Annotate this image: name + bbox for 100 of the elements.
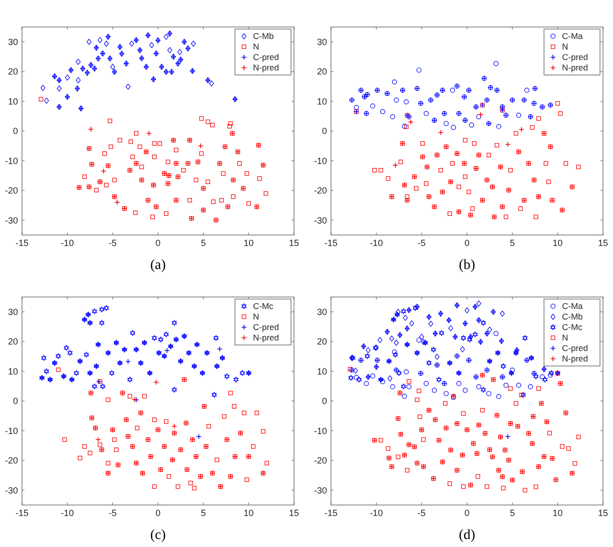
point bbox=[122, 206, 128, 212]
x-tick-label: -15 bbox=[15, 238, 29, 248]
point bbox=[436, 437, 442, 444]
x-tick-label: -5 bbox=[108, 508, 117, 518]
point bbox=[228, 474, 234, 480]
point bbox=[392, 79, 397, 84]
point bbox=[406, 384, 412, 390]
point bbox=[120, 390, 126, 396]
point bbox=[526, 430, 532, 436]
point bbox=[114, 200, 120, 206]
point bbox=[140, 470, 146, 476]
point bbox=[424, 380, 429, 386]
point bbox=[389, 336, 394, 342]
x-tick-label: -15 bbox=[15, 508, 29, 518]
y-tick-label: 30 bbox=[316, 37, 327, 48]
point bbox=[392, 349, 397, 354]
point bbox=[454, 150, 460, 156]
point bbox=[353, 368, 358, 374]
legend-label: C-pred bbox=[562, 52, 588, 62]
point bbox=[84, 352, 89, 358]
point bbox=[254, 204, 260, 210]
point bbox=[110, 64, 116, 70]
point bbox=[370, 104, 376, 109]
point bbox=[153, 379, 159, 386]
point bbox=[40, 84, 46, 91]
x-tick-label: 10 bbox=[552, 238, 563, 248]
point bbox=[99, 320, 104, 326]
legend-label: N-pred bbox=[562, 62, 588, 73]
point bbox=[181, 376, 188, 382]
point bbox=[444, 391, 449, 396]
x-tick-label: 5 bbox=[510, 508, 515, 518]
y-tick-label: -30 bbox=[4, 485, 18, 496]
point bbox=[418, 427, 424, 433]
point bbox=[172, 430, 178, 436]
x-tick-label: -15 bbox=[324, 508, 338, 518]
point bbox=[541, 130, 547, 136]
point bbox=[104, 305, 109, 311]
point bbox=[464, 307, 470, 314]
point bbox=[158, 336, 164, 342]
point bbox=[92, 308, 98, 314]
legend-label: N bbox=[562, 42, 568, 52]
point bbox=[173, 197, 179, 204]
point bbox=[468, 212, 474, 218]
point bbox=[505, 142, 511, 148]
point bbox=[448, 325, 454, 332]
point bbox=[127, 376, 132, 382]
point bbox=[222, 144, 228, 150]
point bbox=[464, 427, 470, 433]
point bbox=[64, 344, 69, 351]
point bbox=[100, 168, 106, 174]
x-tick-label: 10 bbox=[244, 238, 254, 248]
point bbox=[354, 375, 359, 380]
point bbox=[401, 384, 406, 390]
point bbox=[434, 152, 440, 158]
legend-label: C-Mc bbox=[253, 301, 274, 312]
y-tick-label: 10 bbox=[316, 366, 327, 376]
point bbox=[98, 446, 105, 453]
point bbox=[153, 204, 159, 210]
x-tick-label: 5 bbox=[200, 238, 206, 248]
point bbox=[404, 99, 409, 104]
point bbox=[145, 436, 151, 442]
point bbox=[487, 326, 492, 333]
point bbox=[406, 442, 412, 448]
point bbox=[130, 330, 136, 336]
point bbox=[86, 38, 92, 45]
point bbox=[541, 454, 547, 460]
point bbox=[516, 112, 522, 118]
legend-label: C-pred bbox=[253, 322, 280, 332]
point bbox=[127, 167, 133, 174]
legend-label: N bbox=[253, 42, 260, 52]
point bbox=[408, 119, 414, 125]
point bbox=[164, 34, 169, 40]
point bbox=[388, 194, 395, 200]
y-tick-label: -10 bbox=[4, 156, 18, 166]
y-tick-label: -30 bbox=[314, 215, 327, 226]
point bbox=[218, 484, 224, 490]
point bbox=[498, 434, 504, 440]
point bbox=[240, 370, 245, 376]
point bbox=[86, 146, 92, 152]
point bbox=[164, 332, 169, 338]
point bbox=[89, 415, 95, 421]
point bbox=[496, 467, 502, 474]
y-tick-label: -20 bbox=[4, 186, 18, 196]
point bbox=[524, 88, 530, 93]
point bbox=[216, 160, 222, 166]
x-tick-label: 10 bbox=[552, 508, 563, 518]
y-tick-label: -20 bbox=[314, 186, 327, 196]
point bbox=[44, 98, 49, 104]
point bbox=[450, 88, 455, 93]
point bbox=[473, 166, 479, 172]
point bbox=[528, 384, 533, 390]
point bbox=[400, 140, 406, 146]
point bbox=[104, 40, 109, 47]
point bbox=[162, 444, 168, 450]
point bbox=[238, 430, 244, 436]
point bbox=[430, 346, 436, 352]
point bbox=[529, 440, 536, 446]
point bbox=[198, 143, 204, 149]
point bbox=[514, 423, 521, 430]
point bbox=[378, 337, 382, 344]
